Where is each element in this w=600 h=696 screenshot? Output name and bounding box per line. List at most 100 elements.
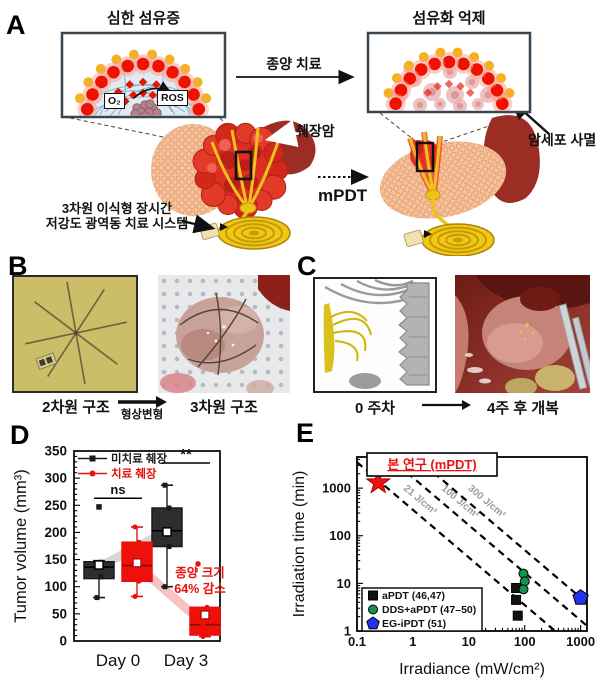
sig-label: ** bbox=[180, 446, 192, 463]
diamond bbox=[433, 82, 442, 91]
sig-label: ns bbox=[110, 482, 125, 497]
o2-label: O₂ bbox=[104, 93, 125, 109]
data-point-circle bbox=[136, 578, 142, 584]
mean-marker bbox=[132, 558, 142, 568]
y-tick-label: 0 bbox=[59, 634, 67, 649]
legend-label: aPDT (46,47) bbox=[382, 590, 445, 602]
tumor-highlight bbox=[207, 163, 217, 173]
diamond bbox=[423, 88, 433, 98]
fibrosis-cell-ring-left bbox=[74, 49, 212, 116]
tumor-patch bbox=[219, 151, 237, 169]
scallop bbox=[95, 63, 106, 74]
intestine-1 bbox=[535, 365, 575, 391]
y-axis-title: Tumor volume (mm³) bbox=[12, 469, 30, 622]
data-point-circle bbox=[518, 584, 529, 595]
y-tick-label: 10 bbox=[337, 576, 351, 591]
data-point-square bbox=[98, 574, 104, 580]
tumor-cell bbox=[187, 88, 200, 101]
coil-ring bbox=[429, 226, 487, 254]
caption-week0: 0 주차 bbox=[354, 400, 396, 417]
legend-box bbox=[361, 587, 483, 632]
device-membrane bbox=[323, 303, 335, 373]
tumor-cell bbox=[80, 102, 94, 116]
tumor-cell bbox=[107, 65, 120, 79]
tumor-cell bbox=[178, 75, 191, 89]
data-point-square bbox=[162, 584, 168, 590]
mpdt-label: mPDT bbox=[318, 186, 368, 205]
y-tick-label: 1000 bbox=[322, 481, 351, 496]
legend-label: DDS+aPDT (47–50) bbox=[382, 604, 476, 616]
x-axis-title: Irradiance (mW/cm²) bbox=[399, 661, 545, 678]
data-point-circle bbox=[195, 561, 201, 567]
data-point-square bbox=[368, 590, 378, 601]
tumor-cell-cluster-dot bbox=[145, 99, 155, 109]
x-category-label: Day 3 bbox=[164, 651, 208, 670]
coil-ring bbox=[233, 223, 275, 243]
dying-cell-core bbox=[450, 90, 460, 100]
intestine-2 bbox=[505, 378, 537, 393]
coil-center bbox=[453, 237, 463, 243]
y-tick-label: 250 bbox=[44, 498, 67, 513]
x-category-label: Day 0 bbox=[96, 651, 140, 670]
panel-c-letter: C bbox=[297, 251, 317, 281]
tumor-cell-cluster-dot bbox=[140, 111, 150, 116]
x-tick-label: 10 bbox=[462, 634, 476, 649]
y-tick-label: 100 bbox=[329, 528, 351, 543]
dying-cell-core bbox=[475, 101, 481, 107]
y-tick-label: 350 bbox=[44, 444, 67, 459]
diamond bbox=[138, 77, 148, 87]
device-label-line2: 저강도 광역동 치료 시스템 bbox=[45, 215, 189, 231]
device-center-dot bbox=[73, 330, 79, 336]
inset-fibrosis-suppressed bbox=[366, 31, 532, 114]
y-tick-label: 200 bbox=[44, 525, 67, 540]
tumor-cell bbox=[442, 55, 456, 69]
fluence-line bbox=[356, 461, 556, 632]
tumor-patch bbox=[239, 159, 251, 171]
scallop bbox=[83, 77, 94, 88]
cancer-cell-death-label: 암세포 사멸 bbox=[528, 132, 597, 148]
reduction-annotation: 64% 감소 bbox=[174, 581, 226, 596]
mean-marker bbox=[94, 560, 104, 570]
device-chip bbox=[35, 352, 58, 370]
spine-render bbox=[398, 282, 430, 386]
inset-left-title: 심한 섬유증 bbox=[106, 10, 181, 27]
tumor-cell bbox=[470, 63, 484, 76]
tumor-cell bbox=[490, 83, 504, 97]
fibrosis-cell-ring-right bbox=[383, 47, 515, 111]
device-label-arrow bbox=[181, 214, 216, 234]
highlight-label: 본 연구 (mPDT) bbox=[387, 457, 476, 472]
ros-label: ROS bbox=[157, 90, 188, 106]
diamond bbox=[125, 80, 134, 89]
specular-highlights bbox=[465, 353, 491, 384]
legend-label: 치료 췌장 bbox=[111, 467, 157, 481]
coil-center bbox=[249, 230, 259, 236]
tumor-cell bbox=[86, 88, 99, 101]
panel-d-letter: D bbox=[10, 420, 30, 450]
implant-hub-left bbox=[239, 202, 257, 214]
panel-e-chart: 0.1 1 10 100 1000 1 10 100 1000 21 J/cm² 100 J/cm²… bbox=[290, 424, 600, 696]
inset-right-title: 섬유화 억제 bbox=[412, 10, 486, 27]
connector-arrow bbox=[424, 230, 432, 238]
data-point-square bbox=[512, 610, 523, 621]
data-point-square bbox=[166, 544, 172, 550]
tumor-cell-cluster-dot bbox=[152, 108, 162, 116]
tumor-cell bbox=[457, 57, 470, 71]
data-point-square bbox=[162, 482, 168, 488]
scallop bbox=[180, 63, 191, 74]
coil-ring bbox=[437, 230, 479, 250]
implant-hub-right bbox=[425, 189, 441, 201]
shape-transform-arrow bbox=[118, 396, 167, 408]
data-point-circle bbox=[368, 604, 378, 615]
caption-week4: 4주 후 개복 bbox=[487, 400, 559, 417]
diamond bbox=[148, 90, 157, 100]
retractor bbox=[558, 303, 590, 390]
diamond bbox=[444, 79, 454, 89]
device-label: 3차원 이식형 장시간 저강도 광역동 치료 시스템 bbox=[28, 201, 206, 232]
tumor-cell bbox=[95, 75, 108, 89]
panel-a-illustration bbox=[60, 31, 550, 256]
fluence-line-label: 21 J/cm² bbox=[401, 483, 439, 518]
caption-3d: 3차원 구조 bbox=[190, 399, 258, 416]
tumor-cell bbox=[394, 83, 408, 97]
implant-branches-right bbox=[408, 131, 442, 193]
